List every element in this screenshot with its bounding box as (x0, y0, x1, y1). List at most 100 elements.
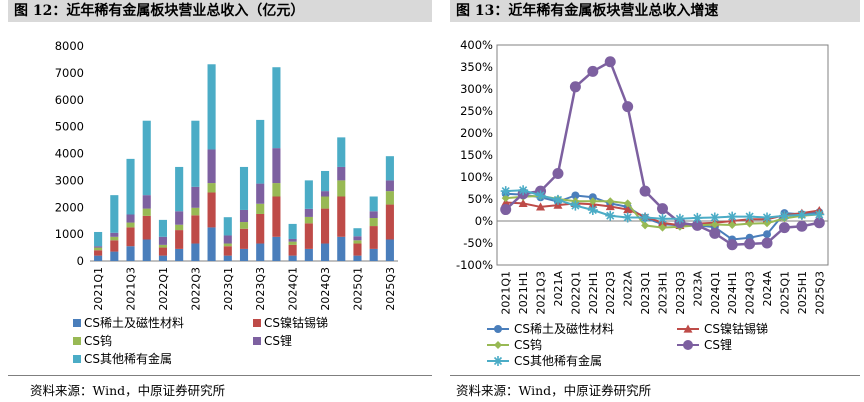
data-point (493, 356, 503, 366)
x-tick-label: 2021A (552, 271, 565, 307)
bar-segment (321, 243, 330, 261)
bar-segment (126, 246, 135, 261)
y-tick-label: 50% (467, 192, 493, 206)
bar-segment (337, 166, 346, 181)
y-tick-label: -50% (463, 236, 493, 250)
data-point (518, 198, 528, 207)
bar-segment (369, 248, 378, 261)
bar-segment (126, 214, 135, 223)
bar-segment (191, 243, 200, 261)
data-point (657, 213, 668, 224)
bar-segment (207, 149, 216, 184)
bar-segment (142, 120, 151, 196)
y-tick-label: 7000 (55, 66, 84, 80)
stacked-bar-chart: 0 1000 2000 3000 4000 5000 6000 7000 8000 2021Q1 2… (55, 39, 398, 366)
bar-segment (272, 183, 281, 197)
bar-segment (239, 228, 249, 249)
bar-segment (288, 238, 297, 242)
y-tick-label: 8000 (55, 39, 84, 53)
data-point (571, 191, 580, 200)
bar-segment (207, 227, 216, 261)
y-tick-label: 5000 (55, 120, 84, 134)
data-point (552, 167, 564, 179)
bar-segment (337, 137, 346, 167)
data-point (552, 194, 563, 205)
x-tick-label: 2022Q3 (604, 271, 617, 315)
bar-segment (142, 239, 151, 261)
bar-segment (126, 227, 135, 247)
bar-segment (207, 64, 216, 150)
bar-segment (304, 216, 313, 224)
bar-segment (304, 208, 313, 217)
data-point (587, 65, 599, 77)
x-tick-label: 2022H1 (587, 271, 600, 314)
data-point (587, 205, 598, 215)
x-tick-label: 2024H1 (726, 271, 739, 314)
bar-segment (288, 244, 297, 256)
bar-segment (158, 236, 167, 245)
y-tick-label: 350% (460, 60, 493, 74)
bar-segment (158, 244, 167, 248)
data-point (674, 213, 685, 224)
legend-label: CS镍钴锡锑 (704, 321, 768, 336)
bar-segment (223, 243, 232, 247)
bar-segment (369, 226, 378, 249)
data-point (623, 199, 632, 208)
data-point (683, 324, 693, 333)
bar-segment (110, 232, 119, 237)
x-tick-label: 2021Q3 (535, 271, 548, 315)
data-point (761, 237, 773, 249)
data-point (494, 341, 502, 349)
data-point (728, 220, 737, 229)
data-point (745, 219, 754, 228)
bar-segment (207, 192, 216, 228)
x-tick-label: 2023Q3 (674, 271, 687, 315)
bar-segment (175, 248, 184, 261)
bar-segment (256, 213, 265, 244)
data-point (779, 210, 790, 221)
x-tick-label: 2022Q3 (189, 267, 202, 311)
y-tick-label: 2000 (55, 200, 84, 214)
legend-swatch (253, 319, 261, 327)
legend-label: CS稀土及磁性材料 (84, 315, 184, 330)
legend-swatch (73, 355, 81, 363)
bar-segment (321, 191, 330, 197)
data-point (763, 230, 772, 239)
bar-segment (223, 246, 232, 256)
data-point (762, 212, 773, 223)
bar-segment (385, 156, 394, 181)
bar-segment (353, 243, 362, 256)
data-point (813, 217, 825, 229)
y-tick-label: 1000 (55, 227, 84, 241)
line-chart: -100% -50% 0% 50% 100% 150% 200% 250% 300% 350% 40… (456, 38, 829, 368)
data-point (796, 209, 807, 220)
data-point (622, 212, 633, 223)
x-tick-label: 2024Q3 (319, 267, 332, 311)
x-tick-label: 2023Q1 (222, 267, 235, 311)
bar-segment (142, 195, 151, 209)
data-point (778, 222, 790, 234)
bar-segment (239, 166, 249, 210)
bar-segment (239, 209, 249, 223)
data-point (588, 197, 597, 206)
data-point (744, 211, 755, 222)
right-panel-title: 图 13：近年稀有金属板块营业总收入增速 (450, 0, 860, 22)
bar-segment (288, 255, 297, 261)
bar-segment (239, 248, 249, 261)
bar-segment (321, 196, 330, 209)
data-point (658, 223, 667, 232)
data-point (709, 212, 720, 223)
data-point (569, 81, 581, 93)
x-tick-label: 2023A (691, 271, 704, 307)
bar-segment (94, 246, 103, 248)
bar-segment (191, 207, 200, 216)
bar-segment (110, 251, 119, 261)
bar-segment (191, 186, 200, 208)
y-tick-label: 250% (460, 104, 493, 118)
bar-segment (337, 180, 346, 197)
x-tick-label: 2023Q3 (254, 267, 267, 311)
bar-segment (272, 236, 281, 261)
legend-swatch (73, 319, 81, 327)
bar-segment (110, 236, 119, 241)
left-source-divider (8, 375, 432, 376)
